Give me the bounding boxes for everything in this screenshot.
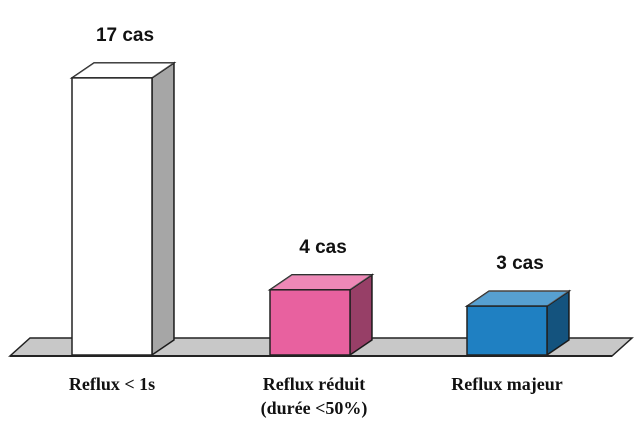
value-label: 17 cas xyxy=(96,25,154,46)
x-tick-label: Reflux réduit (durée <50%) xyxy=(260,374,368,418)
bar-top-shade xyxy=(270,274,372,290)
bar xyxy=(269,289,351,356)
bar-top-shade xyxy=(72,62,174,78)
bar xyxy=(466,305,548,356)
bar xyxy=(71,77,153,356)
bar-top-shade xyxy=(467,291,569,307)
bar-side-shade xyxy=(547,291,569,355)
value-label: 4 cas xyxy=(299,237,347,258)
x-tick-label: Reflux < 1s xyxy=(68,374,156,394)
bar-side-shade xyxy=(350,274,372,355)
value-label: 3 cas xyxy=(496,253,544,274)
bar-side-shade xyxy=(152,62,174,356)
x-tick-label: Reflux majeur xyxy=(451,374,563,394)
